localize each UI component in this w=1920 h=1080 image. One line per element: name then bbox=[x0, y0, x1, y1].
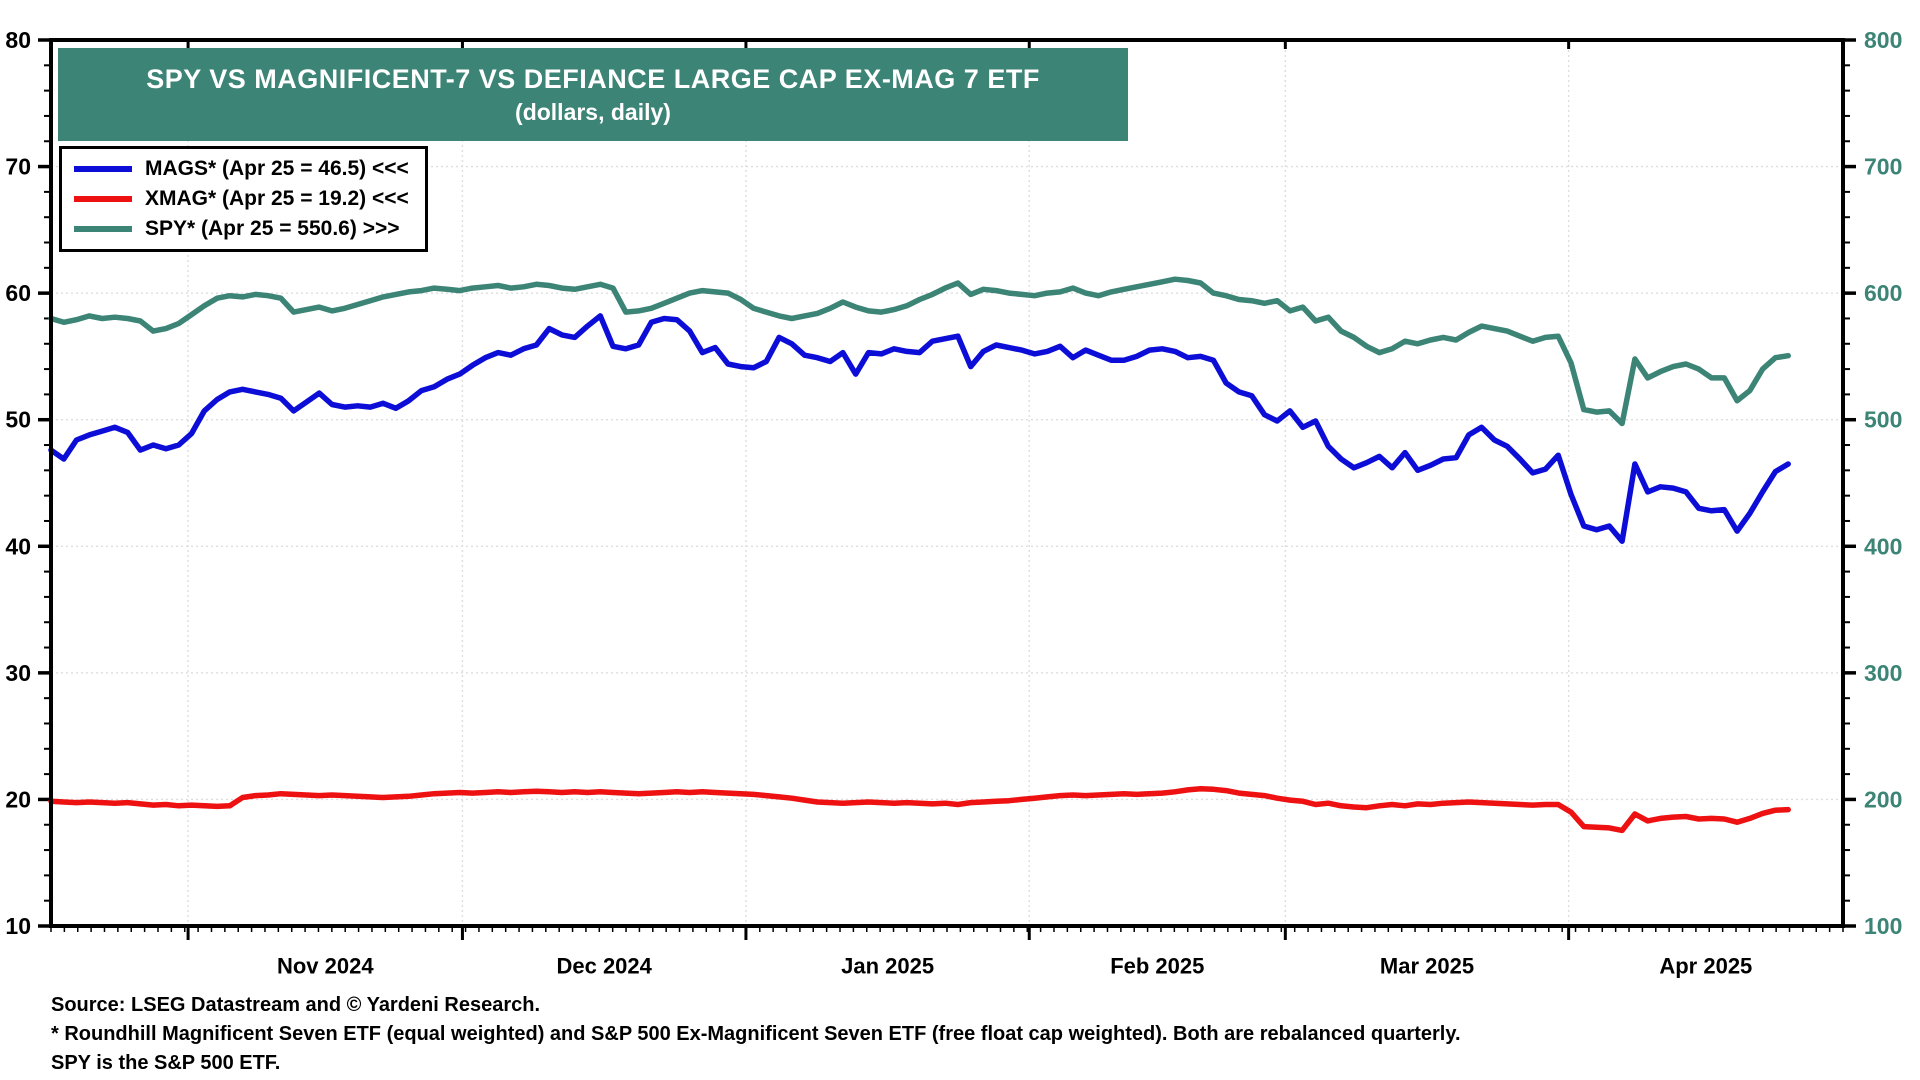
chart-subtitle: (dollars, daily) bbox=[515, 98, 671, 125]
right-axis-label: 800 bbox=[1864, 27, 1902, 53]
series-line-mags bbox=[48, 313, 1791, 544]
xmag-line-swatch bbox=[74, 196, 132, 202]
chart-title: SPY VS MAGNIFICENT-7 VS DEFIANCE LARGE C… bbox=[146, 64, 1040, 95]
right-axis-label: 700 bbox=[1864, 154, 1902, 180]
x-axis-label: Apr 2025 bbox=[1659, 954, 1752, 979]
legend-label-mags: MAGS* (Apr 25 = 46.5) <<< bbox=[145, 157, 409, 180]
legend-label-spy: SPY* (Apr 25 = 550.6) >>> bbox=[145, 217, 400, 240]
left-axis-label: 20 bbox=[5, 786, 31, 812]
plot-frame bbox=[49, 38, 1845, 928]
left-axis-label: 80 bbox=[5, 27, 31, 53]
mags-line-swatch bbox=[74, 166, 132, 172]
left-axis-label: 60 bbox=[5, 280, 31, 306]
spy-line-swatch bbox=[74, 226, 132, 232]
chart-title-box: SPY VS MAGNIFICENT-7 VS DEFIANCE LARGE C… bbox=[58, 48, 1128, 141]
right-axis-label: 500 bbox=[1864, 407, 1902, 433]
left-axis-label: 70 bbox=[5, 154, 31, 180]
left-axis-label: 30 bbox=[5, 660, 31, 686]
left-axis-label: 10 bbox=[5, 913, 31, 939]
footnotes: Source: LSEG Datastream and © Yardeni Re… bbox=[51, 991, 1461, 1078]
legend-item-xmag: XMAG* (Apr 25 = 19.2) <<< bbox=[74, 186, 409, 212]
right-axis-label: 200 bbox=[1864, 786, 1902, 812]
series-line-xmag bbox=[48, 785, 1791, 834]
etf-footnote: * Roundhill Magnificent Seven ETF (equal… bbox=[51, 1023, 1461, 1045]
spy-footnote: SPY is the S&P 500 ETF. bbox=[51, 1052, 281, 1074]
legend: MAGS* (Apr 25 = 46.5) <<< XMAG* (Apr 25 … bbox=[59, 146, 428, 252]
x-axis-label: Mar 2025 bbox=[1380, 954, 1474, 979]
left-axis-label: 50 bbox=[5, 407, 31, 433]
right-axis-label: 300 bbox=[1864, 660, 1902, 686]
right-axis-label: 600 bbox=[1864, 280, 1902, 306]
legend-item-mags: MAGS* (Apr 25 = 46.5) <<< bbox=[74, 156, 409, 182]
x-axis-label: Dec 2024 bbox=[556, 954, 652, 979]
left-axis-label: 40 bbox=[5, 533, 31, 559]
x-axis-label: Feb 2025 bbox=[1110, 954, 1204, 979]
x-axis-label: Nov 2024 bbox=[277, 954, 374, 979]
legend-label-xmag: XMAG* (Apr 25 = 19.2) <<< bbox=[145, 187, 409, 210]
legend-item-spy: SPY* (Apr 25 = 550.6) >>> bbox=[74, 216, 409, 242]
right-axis-label: 100 bbox=[1864, 913, 1902, 939]
right-axis-label: 400 bbox=[1864, 533, 1902, 559]
series-line-spy bbox=[48, 276, 1791, 427]
source-note: Source: LSEG Datastream and © Yardeni Re… bbox=[51, 994, 541, 1016]
x-axis-label: Jan 2025 bbox=[841, 954, 934, 979]
